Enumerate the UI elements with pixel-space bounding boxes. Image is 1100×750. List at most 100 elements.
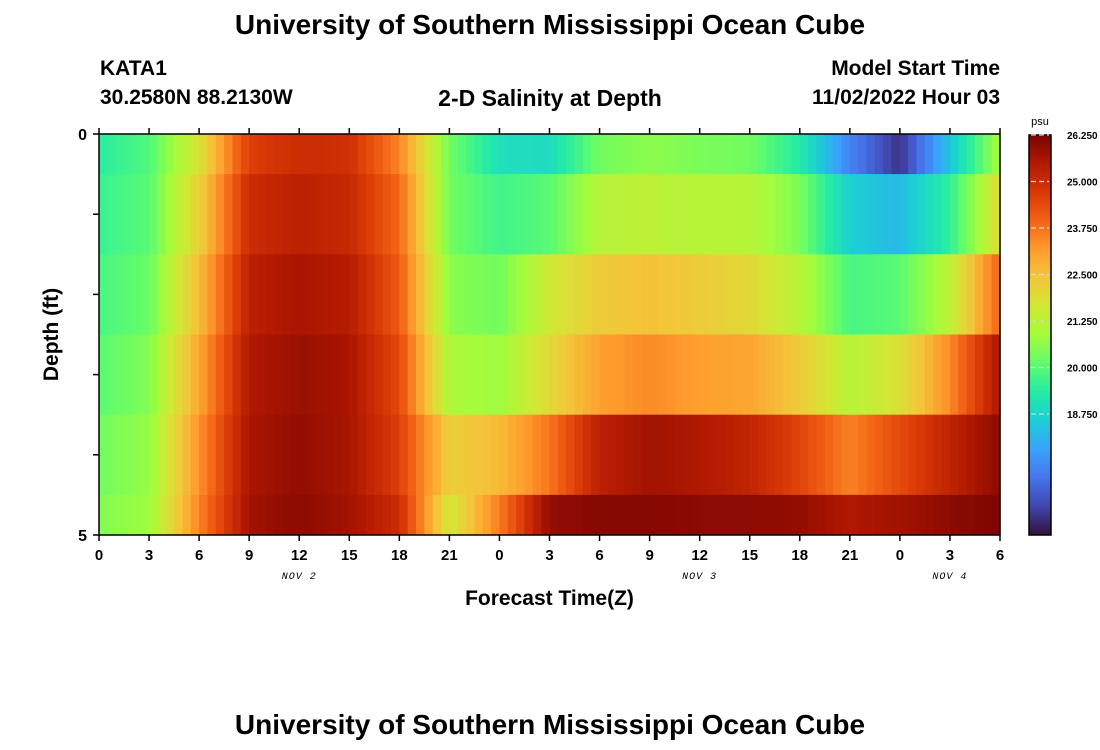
heatmap-cell <box>974 254 984 335</box>
heatmap-cell <box>249 254 259 335</box>
heatmap-cell <box>357 254 367 335</box>
x-tick-label: 3 <box>145 547 153 564</box>
heatmap-cell <box>682 414 692 496</box>
heatmap-cell <box>941 134 951 175</box>
heatmap-cell <box>849 334 859 416</box>
heatmap-cell <box>265 174 275 255</box>
heatmap-cell <box>532 334 542 416</box>
heatmap-cell <box>599 134 609 175</box>
heatmap-cell <box>749 134 759 175</box>
heatmap-cell <box>674 174 684 255</box>
heatmap-cell <box>649 414 659 496</box>
heatmap-cell <box>416 414 425 496</box>
heatmap-cell <box>424 254 434 335</box>
heatmap-cell <box>165 494 175 536</box>
x-axis-label: Forecast Time(Z) <box>465 587 634 610</box>
heatmap-cell <box>340 134 350 175</box>
heatmap-cell <box>649 134 659 175</box>
heatmap-cell <box>416 254 425 335</box>
x-tick-label: 6 <box>996 547 1004 564</box>
heatmap-cell <box>390 134 400 175</box>
heatmap-cell <box>199 334 209 416</box>
heatmap-cell <box>774 134 784 175</box>
heatmap-cell <box>724 134 734 175</box>
heatmap-cell <box>891 134 901 175</box>
heatmap-cell <box>933 494 943 536</box>
heatmap-cell <box>816 174 826 255</box>
heatmap-cell <box>966 334 976 416</box>
heatmap-cell <box>357 414 367 496</box>
heatmap-cell <box>541 414 551 496</box>
heatmap-cell <box>132 334 142 416</box>
heatmap-cell <box>432 254 442 335</box>
heatmap-cell <box>424 414 434 496</box>
heatmap-cell <box>349 254 359 335</box>
heatmap-cell <box>833 414 843 496</box>
heatmap-cell <box>774 334 784 416</box>
heatmap-cell <box>424 494 434 536</box>
heatmap-cell <box>933 134 943 175</box>
heatmap-cell <box>524 334 534 416</box>
heatmap-cell <box>107 174 117 255</box>
x-tick-label: 6 <box>595 547 603 564</box>
heatmap-cell <box>816 134 826 175</box>
heatmap-cell <box>591 334 601 416</box>
heatmap-cell <box>924 494 934 536</box>
heatmap-cell <box>883 174 893 255</box>
colorbar-tick-label: 23.750 <box>1067 224 1098 235</box>
page-title: University of Southern Mississippi Ocean… <box>234 9 866 40</box>
heatmap-cell <box>265 254 275 335</box>
heatmap-cell <box>315 494 325 536</box>
heatmap-cell <box>824 134 834 175</box>
heatmap-cell <box>340 414 350 496</box>
heatmap-cell <box>758 334 767 416</box>
heatmap-cell <box>382 494 392 536</box>
heatmap-cell <box>274 174 284 255</box>
heatmap-cell <box>599 174 609 255</box>
heatmap-cell <box>657 334 667 416</box>
heatmap-cell <box>499 134 509 175</box>
heatmap-cell <box>766 174 776 255</box>
heatmap-cell <box>974 174 984 255</box>
heatmap-cell <box>699 334 709 416</box>
heatmap-cell <box>290 134 300 175</box>
heatmap-cell <box>215 134 225 175</box>
heatmap-cell <box>240 174 250 255</box>
heatmap-cell <box>991 494 1001 536</box>
heatmap-cell <box>733 414 742 496</box>
heatmap-cell <box>182 494 192 536</box>
heatmap-cell <box>416 174 425 255</box>
heatmap-cell <box>441 174 450 255</box>
heatmap-cell <box>733 174 742 255</box>
heatmap-cell <box>340 254 350 335</box>
heatmap-cell <box>99 174 108 255</box>
heatmap-cell <box>282 414 292 496</box>
heatmap-cell <box>966 414 976 496</box>
heatmap-cell <box>224 254 234 335</box>
heatmap-cell <box>716 334 726 416</box>
heatmap-cell <box>708 254 717 335</box>
heatmap-cell <box>232 414 242 496</box>
heatmap-cell <box>799 414 809 496</box>
heatmap-cell <box>124 254 133 335</box>
heatmap-cell <box>482 494 492 536</box>
heatmap-cell <box>449 414 459 496</box>
heatmap-cell <box>324 174 334 255</box>
heatmap-cell <box>541 134 551 175</box>
heatmap-cell <box>357 134 367 175</box>
heatmap-cell <box>215 174 225 255</box>
heatmap-cell <box>499 174 509 255</box>
heatmap-cell <box>624 134 634 175</box>
colorbar-tick-label: 22.500 <box>1067 271 1098 282</box>
heatmap-cell <box>516 254 526 335</box>
heatmap-cell <box>307 134 317 175</box>
heatmap-cell <box>549 334 559 416</box>
heatmap-cell <box>607 414 617 496</box>
heatmap-cell <box>924 334 934 416</box>
heatmap-cell <box>774 254 784 335</box>
heatmap-cell <box>933 334 943 416</box>
heatmap-cell <box>574 174 584 255</box>
heatmap-cell <box>816 334 826 416</box>
heatmap-cell <box>382 174 392 255</box>
heatmap-cell <box>632 174 642 255</box>
